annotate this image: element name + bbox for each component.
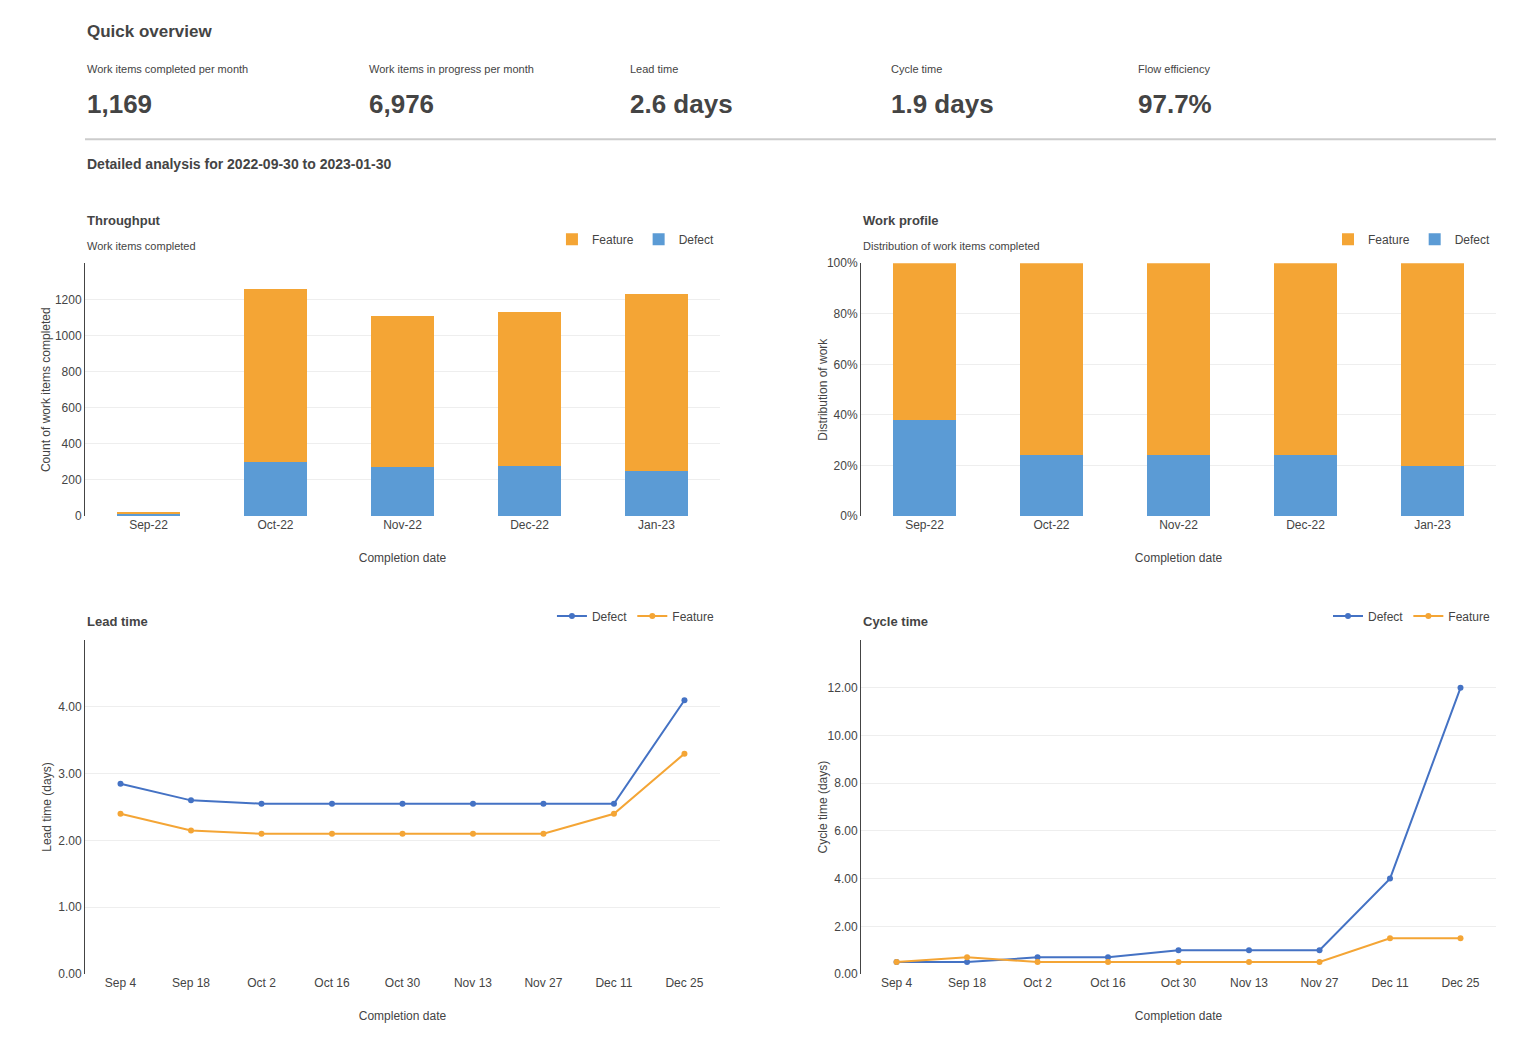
svg-text:Oct 2: Oct 2	[247, 976, 276, 990]
svg-text:Nov 13: Nov 13	[1230, 976, 1268, 990]
svg-text:1.9 days: 1.9 days	[891, 89, 994, 119]
svg-text:2.6 days: 2.6 days	[630, 89, 733, 119]
svg-text:200: 200	[62, 473, 82, 487]
svg-text:Dec 25: Dec 25	[1441, 976, 1479, 990]
svg-text:Flow efficiency: Flow efficiency	[1138, 63, 1210, 75]
svg-text:2.00: 2.00	[58, 834, 82, 848]
svg-text:400: 400	[62, 437, 82, 451]
svg-text:Throughput: Throughput	[87, 213, 161, 228]
svg-text:80%: 80%	[834, 307, 858, 321]
svg-text:Oct 16: Oct 16	[314, 976, 350, 990]
svg-text:4.00: 4.00	[58, 700, 82, 714]
svg-text:Oct 2: Oct 2	[1023, 976, 1052, 990]
svg-text:Defect: Defect	[1368, 610, 1403, 624]
svg-text:97.7%: 97.7%	[1138, 89, 1212, 119]
svg-text:Dec 25: Dec 25	[665, 976, 703, 990]
svg-text:Completion date: Completion date	[1135, 1009, 1223, 1023]
svg-text:60%: 60%	[834, 358, 858, 372]
svg-text:Completion date: Completion date	[1135, 551, 1223, 565]
svg-text:6.00: 6.00	[834, 824, 858, 838]
svg-text:Quick overview: Quick overview	[87, 22, 213, 41]
svg-text:Feature: Feature	[592, 233, 634, 247]
svg-text:600: 600	[62, 401, 82, 415]
svg-text:800: 800	[62, 365, 82, 379]
svg-text:Defect: Defect	[679, 233, 714, 247]
svg-text:Work items completed: Work items completed	[87, 240, 196, 252]
svg-text:Count of work items completed: Count of work items completed	[39, 307, 53, 472]
svg-text:Nov 27: Nov 27	[1300, 976, 1338, 990]
svg-text:0%: 0%	[840, 509, 858, 523]
svg-text:Lead time: Lead time	[630, 63, 678, 75]
svg-text:Nov-22: Nov-22	[383, 518, 422, 532]
svg-text:1000: 1000	[55, 329, 82, 343]
svg-text:20%: 20%	[834, 459, 858, 473]
svg-text:Dec-22: Dec-22	[510, 518, 549, 532]
svg-text:Sep-22: Sep-22	[129, 518, 168, 532]
svg-text:Nov-22: Nov-22	[1159, 518, 1198, 532]
svg-text:Dec-22: Dec-22	[1286, 518, 1325, 532]
svg-text:10.00: 10.00	[828, 729, 858, 743]
svg-text:Oct-22: Oct-22	[257, 518, 293, 532]
svg-text:Work items in progress per mon: Work items in progress per month	[369, 63, 534, 75]
svg-text:100%: 100%	[827, 256, 858, 270]
svg-text:0: 0	[75, 509, 82, 523]
svg-text:Oct 30: Oct 30	[1161, 976, 1197, 990]
svg-text:6,976: 6,976	[369, 89, 434, 119]
svg-text:Sep-22: Sep-22	[905, 518, 944, 532]
svg-text:Distribution of work items com: Distribution of work items completed	[863, 240, 1040, 252]
svg-text:3.00: 3.00	[58, 767, 82, 781]
svg-text:Distribution of work: Distribution of work	[816, 338, 830, 441]
svg-text:0.00: 0.00	[58, 967, 82, 981]
svg-text:Work items completed per month: Work items completed per month	[87, 63, 248, 75]
svg-text:Feature: Feature	[1448, 610, 1490, 624]
svg-text:Oct 16: Oct 16	[1090, 976, 1126, 990]
svg-text:Oct-22: Oct-22	[1034, 518, 1070, 532]
svg-text:Oct 30: Oct 30	[385, 976, 421, 990]
svg-text:Cycle time: Cycle time	[863, 614, 928, 629]
svg-text:2.00: 2.00	[834, 920, 858, 934]
svg-text:1.00: 1.00	[58, 900, 82, 914]
svg-text:0.00: 0.00	[834, 967, 858, 981]
svg-text:Lead time: Lead time	[87, 614, 148, 629]
svg-text:Sep 18: Sep 18	[948, 976, 986, 990]
svg-text:Nov 13: Nov 13	[454, 976, 492, 990]
svg-text:Dec 11: Dec 11	[595, 976, 632, 990]
svg-text:Completion date: Completion date	[359, 551, 447, 565]
svg-text:Nov 27: Nov 27	[524, 976, 562, 990]
svg-text:Defect: Defect	[592, 610, 627, 624]
svg-text:Cycle time: Cycle time	[891, 63, 942, 75]
svg-text:Feature: Feature	[1368, 233, 1410, 247]
svg-text:4.00: 4.00	[834, 872, 858, 886]
svg-text:Cycle time (days): Cycle time (days)	[816, 761, 830, 854]
svg-text:40%: 40%	[834, 408, 858, 422]
svg-text:12.00: 12.00	[828, 681, 858, 695]
svg-text:Lead time (days): Lead time (days)	[40, 762, 54, 851]
svg-text:Feature: Feature	[672, 610, 714, 624]
svg-text:Sep 4: Sep 4	[881, 976, 913, 990]
svg-text:Jan-23: Jan-23	[1414, 518, 1451, 532]
svg-text:Sep 18: Sep 18	[172, 976, 210, 990]
svg-text:Jan-23: Jan-23	[638, 518, 675, 532]
svg-text:1,169: 1,169	[87, 89, 152, 119]
svg-text:Sep 4: Sep 4	[105, 976, 137, 990]
svg-text:Defect: Defect	[1455, 233, 1490, 247]
svg-text:8.00: 8.00	[834, 776, 858, 790]
svg-text:1200: 1200	[55, 293, 82, 307]
svg-text:Completion date: Completion date	[359, 1009, 447, 1023]
svg-text:Detailed analysis for 2022-09-: Detailed analysis for 2022-09-30 to 2023…	[87, 156, 391, 172]
svg-text:Work profile: Work profile	[863, 213, 939, 228]
svg-text:Dec 11: Dec 11	[1371, 976, 1408, 990]
